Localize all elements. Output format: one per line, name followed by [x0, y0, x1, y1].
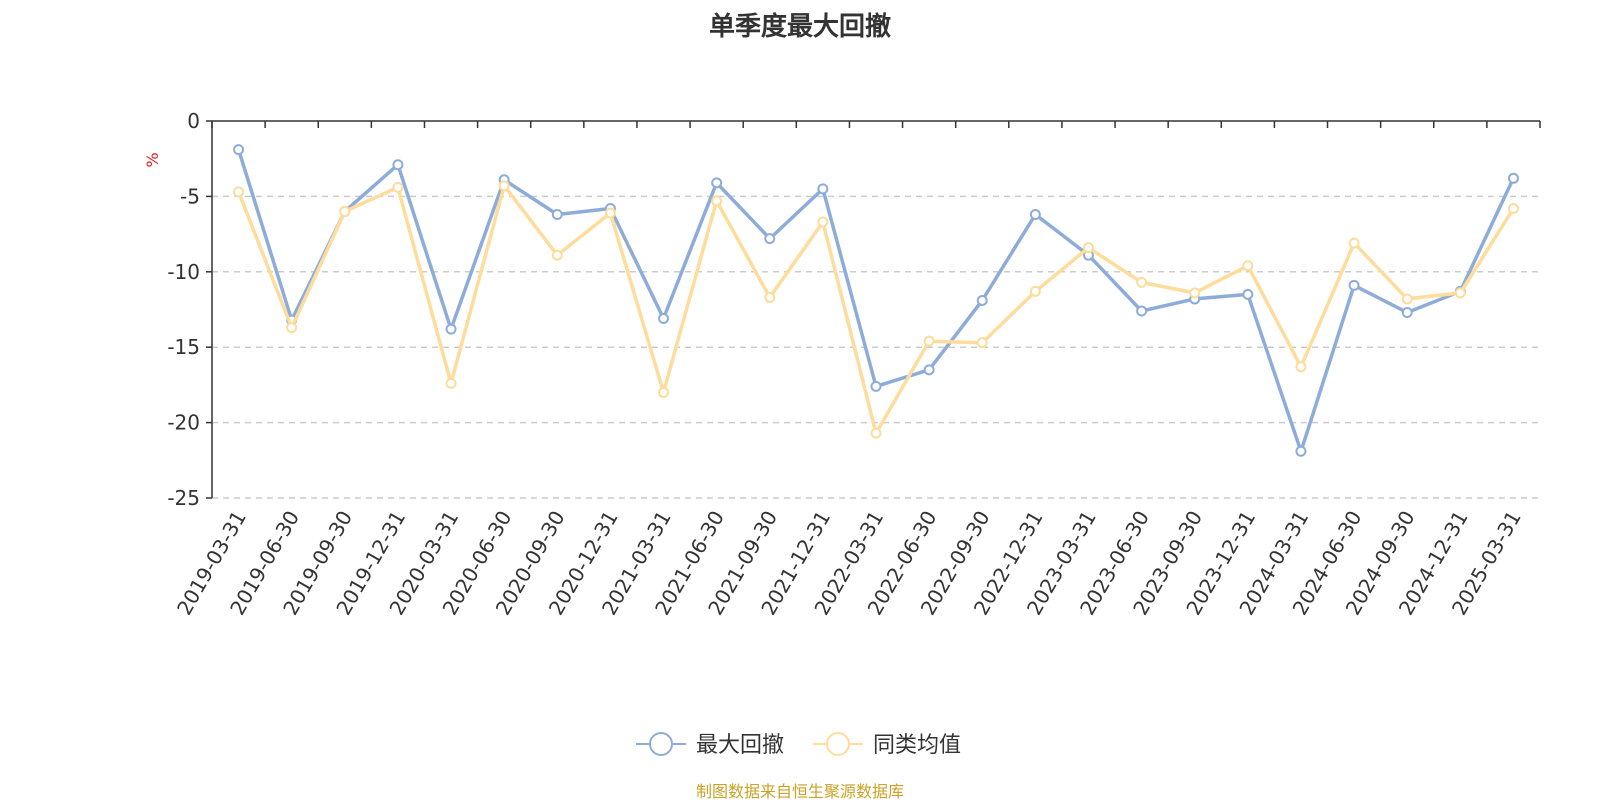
data-point	[1242, 260, 1254, 272]
y-tick-label: -5	[180, 184, 200, 208]
data-point	[764, 233, 776, 245]
y-tick-label: -20	[167, 411, 200, 435]
legend-item[interactable]: 最大回撤	[636, 732, 784, 758]
data-point	[1401, 307, 1413, 319]
data-point	[392, 181, 404, 193]
legend-marker	[826, 732, 850, 756]
data-point	[498, 180, 510, 192]
data-point	[764, 291, 776, 303]
data-point	[870, 380, 882, 392]
data-point	[976, 337, 988, 349]
series	[233, 144, 1519, 457]
y-tick-label: -25	[167, 486, 200, 510]
data-point	[286, 322, 298, 334]
series-line	[236, 184, 1515, 435]
data-source-note: 制图数据来自恒生聚源数据库	[695, 782, 904, 801]
data-point	[1295, 361, 1307, 373]
data-point	[923, 364, 935, 376]
y-tick-label: -10	[167, 260, 200, 284]
data-point	[233, 144, 245, 156]
data-point	[711, 195, 723, 207]
data-point	[1348, 237, 1360, 249]
series-group	[233, 144, 1519, 457]
data-point	[817, 216, 829, 228]
data-point	[1507, 202, 1519, 214]
legend-label: 同类均值	[873, 733, 961, 758]
chart-title: 单季度最大回撤	[708, 12, 891, 42]
data-point	[658, 386, 670, 398]
series-group	[233, 180, 1519, 439]
legend-label: 最大回撤	[696, 733, 784, 758]
y-tick-label: 0	[187, 109, 200, 133]
legend[interactable]: 最大回撤 同类均值	[636, 732, 961, 758]
data-point	[923, 335, 935, 347]
legend-marker	[649, 732, 673, 756]
data-point	[551, 249, 563, 261]
data-point	[1136, 276, 1148, 288]
data-point	[1082, 242, 1094, 254]
data-point	[1189, 287, 1201, 299]
y-tick-label: -15	[167, 335, 200, 359]
data-point	[551, 208, 563, 220]
data-point	[711, 177, 723, 189]
data-point	[392, 159, 404, 171]
data-point	[1295, 445, 1307, 457]
data-point	[339, 205, 351, 217]
data-point	[1348, 279, 1360, 291]
legend-item[interactable]: 同类均值	[813, 732, 961, 758]
data-point	[1401, 293, 1413, 305]
data-point	[445, 323, 457, 335]
data-point	[817, 183, 829, 195]
data-point	[658, 313, 670, 325]
data-point	[1242, 288, 1254, 300]
data-point	[445, 377, 457, 389]
y-axis-unit-label: %	[143, 152, 162, 167]
data-point	[1454, 287, 1466, 299]
data-point	[1029, 285, 1041, 297]
data-point	[604, 207, 616, 219]
data-point	[1507, 172, 1519, 184]
data-point	[870, 427, 882, 439]
data-point	[233, 186, 245, 198]
data-point	[976, 294, 988, 306]
data-point	[1136, 305, 1148, 317]
data-point	[1029, 208, 1041, 220]
